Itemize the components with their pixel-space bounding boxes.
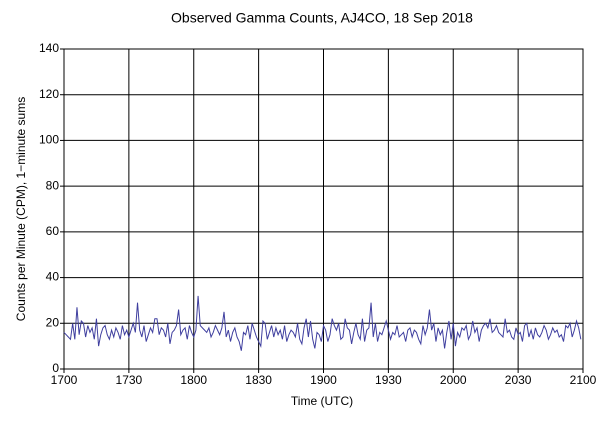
x-axis-label: Time (UTC) [291, 394, 353, 408]
y-axis-label: Counts per Minute (CPM), 1−minute sums [14, 97, 28, 321]
x-tick-label: 1930 [375, 373, 402, 387]
y-tick-label: 40 [46, 270, 60, 284]
x-tick-label: 2030 [505, 373, 532, 387]
data-line [63, 295, 582, 351]
x-tick-label: 2100 [570, 373, 597, 387]
x-tick-label: 1900 [310, 373, 337, 387]
x-tick-label: 2000 [440, 373, 467, 387]
y-tick-label: 0 [52, 361, 59, 375]
x-tick-label: 1830 [245, 373, 272, 387]
y-tick-label: 20 [46, 315, 60, 329]
y-tick-label: 100 [39, 133, 59, 147]
y-tick-label: 60 [46, 224, 60, 238]
plot-border [63, 48, 584, 370]
x-tick-label: 1800 [180, 373, 207, 387]
chart-title: Observed Gamma Counts, AJ4CO, 18 Sep 201… [171, 10, 473, 26]
y-tick-label: 120 [39, 87, 59, 101]
x-tick-label: 1700 [51, 373, 78, 387]
y-tick-label: 80 [46, 178, 60, 192]
y-tick-label: 140 [39, 41, 59, 55]
x-tick-label: 1730 [116, 373, 143, 387]
